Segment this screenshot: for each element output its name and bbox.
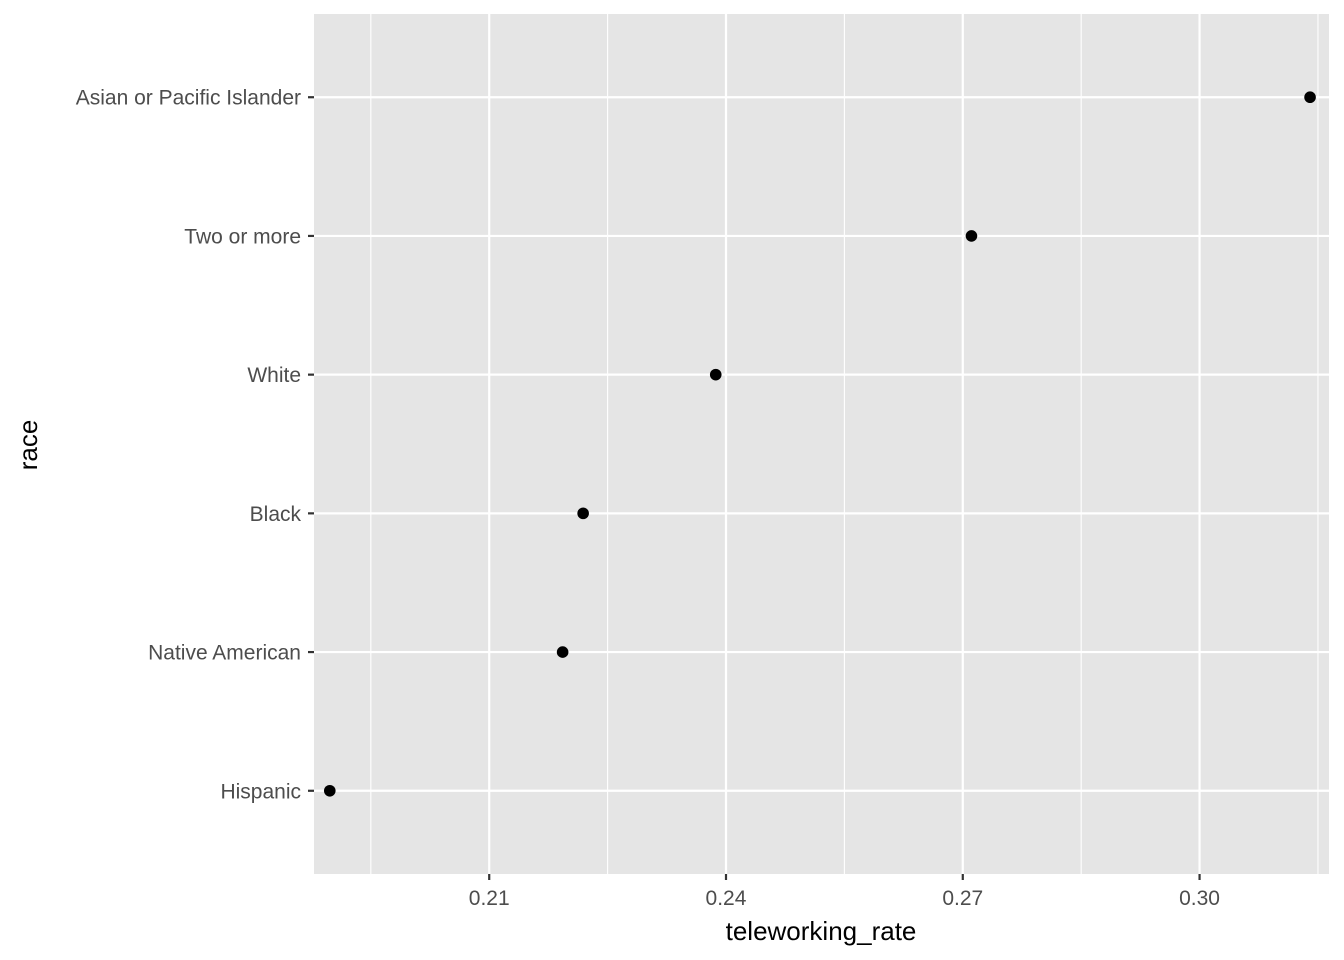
data-point [965,230,978,242]
data-point [577,507,589,520]
data-point [323,784,336,797]
y-axis: Hispanic Native American Black White Two or … [76,87,314,803]
x-tick-label: 0.27 [942,887,983,910]
y-tick-label: Hispanic [220,780,301,803]
x-tick-label: 0.30 [1179,887,1220,910]
x-tick-label: 0.21 [469,887,510,910]
y-tick-label: White [247,364,301,387]
y-tick-label: Asian or Pacific Islander [76,87,301,110]
data-points [323,91,1316,797]
y-tick-label: Two or more [184,225,301,248]
data-point [1304,91,1316,104]
data-point [556,646,569,658]
data-point [709,368,722,381]
grid-minor [370,14,1319,874]
y-tick-label: Black [250,503,302,526]
x-tick-label: 0.24 [706,887,747,910]
y-tick-label: Native American [148,642,301,665]
plot-panel [314,14,1329,874]
x-axis-title: teleworking_rate [726,916,917,946]
x-axis: 0.21 0.24 0.27 0.30 [469,874,1220,910]
grid-major [314,14,1329,874]
y-axis-title: race [13,420,43,471]
